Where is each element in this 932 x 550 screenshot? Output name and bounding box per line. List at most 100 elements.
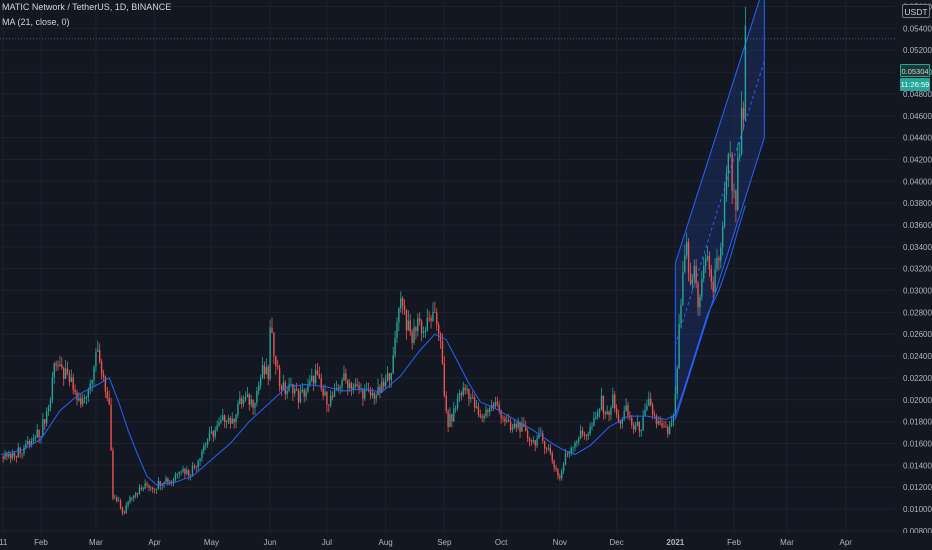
candle-body bbox=[648, 398, 650, 406]
candle-body bbox=[375, 395, 377, 399]
candle-body bbox=[456, 398, 459, 409]
candle-body bbox=[314, 370, 317, 384]
candle-body bbox=[426, 317, 428, 331]
time-tick-label: Dec bbox=[610, 538, 624, 547]
time-tick-label: Apr bbox=[148, 538, 161, 547]
candle-body bbox=[155, 488, 158, 490]
channel-upper-line bbox=[674, 0, 760, 264]
price-tick-label: 0.02200 bbox=[903, 374, 932, 383]
price-tick-label: 0.03200 bbox=[903, 265, 932, 274]
grid bbox=[0, 0, 895, 533]
candle-body bbox=[636, 421, 639, 427]
time-axis[interactable]: 11 Feb Mar Apr May Jun Jul Aug Sep Oct Nov Dec 2021 F… bbox=[0, 533, 932, 550]
candle-body bbox=[462, 387, 464, 395]
candle-body bbox=[400, 298, 402, 309]
candle-body bbox=[735, 190, 737, 211]
candle-body bbox=[640, 430, 642, 432]
candle-body bbox=[131, 497, 133, 499]
candle-body bbox=[631, 417, 633, 425]
candle-body bbox=[502, 417, 504, 419]
candle-body bbox=[341, 380, 343, 387]
time-tick-label: Sep bbox=[437, 538, 452, 547]
price-tick-label: 0.02800 bbox=[903, 308, 932, 317]
candle-body bbox=[153, 489, 156, 490]
price-tick-label: 0.04800 bbox=[903, 90, 932, 99]
candle-body bbox=[32, 437, 35, 441]
regression-channel[interactable] bbox=[674, 0, 765, 420]
candle-body bbox=[398, 308, 400, 323]
candle-body bbox=[422, 331, 425, 333]
candle-body bbox=[583, 433, 586, 436]
candle-body bbox=[538, 433, 540, 439]
price-tick-label: 0.04000 bbox=[903, 177, 932, 186]
price-tick-label: 0.02600 bbox=[903, 330, 932, 339]
candle-body bbox=[704, 259, 707, 266]
candle-body bbox=[371, 393, 374, 396]
candle-body bbox=[252, 399, 254, 408]
currency-unit-badge[interactable]: USDT bbox=[902, 4, 930, 18]
candle-body bbox=[36, 429, 38, 438]
candle-body bbox=[460, 393, 463, 395]
candle-body bbox=[180, 471, 182, 473]
channel-lower-line bbox=[674, 137, 765, 420]
candle-body bbox=[254, 402, 256, 408]
candle-body bbox=[72, 377, 74, 390]
candle-body bbox=[110, 404, 112, 451]
candle-body bbox=[148, 485, 150, 488]
candle-body bbox=[547, 447, 550, 449]
candle-body bbox=[339, 386, 341, 389]
candle-body bbox=[744, 25, 747, 120]
ma-line bbox=[1, 205, 746, 486]
candle-body bbox=[330, 395, 332, 406]
price-tick-label: 0.03600 bbox=[903, 221, 932, 230]
candle-body bbox=[233, 418, 235, 423]
candle-body bbox=[485, 409, 487, 416]
price-tick-label: 0.04200 bbox=[903, 155, 932, 164]
candle-body bbox=[564, 453, 567, 465]
candle-body bbox=[345, 373, 347, 380]
candle-body bbox=[383, 381, 385, 387]
candle-body bbox=[91, 379, 93, 384]
candle-body bbox=[685, 242, 688, 256]
candle-body bbox=[470, 397, 472, 399]
candle-body bbox=[172, 479, 175, 484]
candle-body bbox=[437, 324, 440, 334]
candle-body bbox=[186, 470, 188, 474]
candle-body bbox=[167, 478, 169, 483]
candle-body bbox=[420, 321, 423, 333]
candle-body bbox=[653, 414, 656, 417]
candle-body bbox=[475, 406, 478, 408]
candle-body bbox=[138, 487, 141, 494]
candle-body bbox=[574, 442, 576, 448]
candle-body bbox=[657, 421, 659, 424]
candle-body bbox=[740, 108, 743, 155]
candle-body bbox=[733, 190, 735, 192]
candle-body bbox=[347, 379, 349, 388]
time-tick-label: Feb bbox=[727, 538, 741, 547]
candle-body bbox=[642, 416, 644, 431]
candle-body bbox=[134, 493, 137, 496]
candle-body bbox=[540, 433, 542, 435]
candle-body bbox=[269, 327, 271, 380]
candle-body bbox=[235, 414, 237, 423]
time-tick-label: Oct bbox=[495, 538, 508, 547]
candle-body bbox=[23, 447, 25, 454]
candle-body bbox=[74, 389, 76, 393]
candlesticks bbox=[2, 6, 747, 516]
candle-body bbox=[392, 355, 394, 374]
candle-body bbox=[697, 282, 699, 308]
candle-body bbox=[182, 468, 184, 472]
candle-body bbox=[104, 376, 107, 392]
price-axis[interactable]: 0.056000.054000.052000.050000.048000.046… bbox=[895, 0, 932, 550]
candle-body bbox=[468, 388, 470, 399]
candle-body bbox=[214, 429, 216, 437]
price-tick-label: 0.01600 bbox=[903, 439, 932, 448]
price-tick-label: 0.01000 bbox=[903, 505, 932, 514]
candle-body bbox=[498, 404, 500, 411]
candle-body bbox=[231, 418, 233, 424]
candle-body bbox=[4, 453, 6, 459]
indicator-legend[interactable]: MA (21, close, 0) bbox=[2, 17, 70, 27]
candle-body bbox=[282, 382, 285, 390]
